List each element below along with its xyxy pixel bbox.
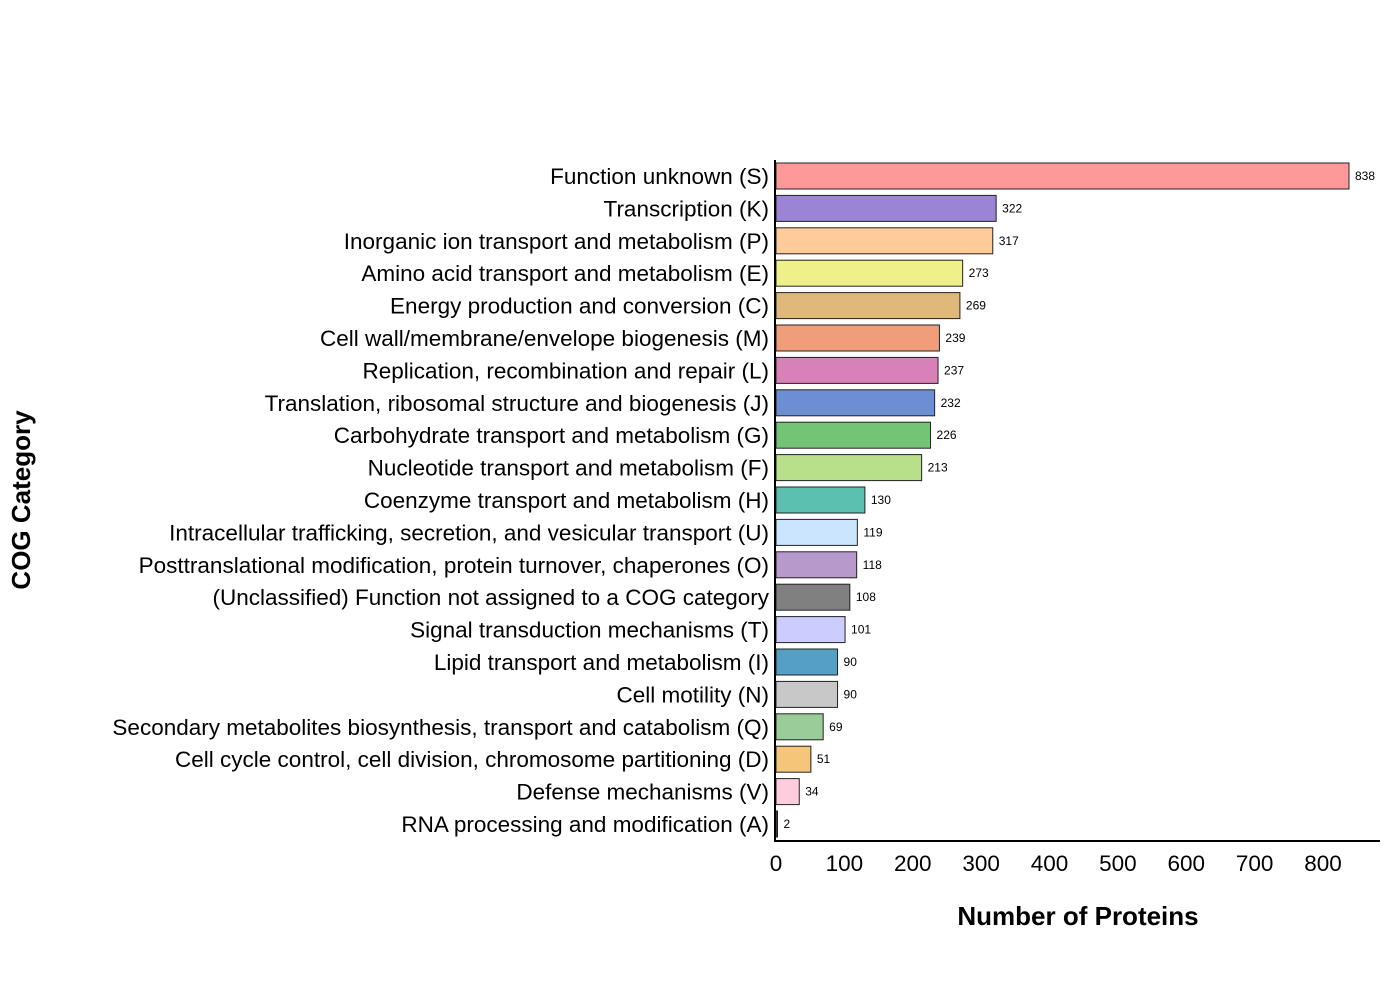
value-label: 130 (871, 493, 891, 507)
category-label: Cell wall/membrane/envelope biogenesis (… (320, 326, 769, 351)
value-label: 239 (945, 331, 965, 345)
x-tick-label: 800 (1304, 851, 1342, 876)
bar (775, 518, 858, 546)
category-label: Lipid transport and metabolism (I) (434, 650, 769, 675)
bar (775, 389, 936, 417)
bar (775, 421, 932, 449)
value-label: 317 (999, 234, 1019, 248)
bar (775, 162, 1350, 190)
bar (775, 648, 839, 676)
value-label: 2 (784, 817, 791, 831)
value-label: 90 (844, 655, 858, 669)
category-label: Energy production and conversion (C) (390, 294, 769, 319)
bar (775, 583, 851, 611)
value-label: 119 (863, 525, 882, 539)
x-ticks: 0 100 200 300 400 500 600 700 800 (770, 851, 1342, 876)
value-label: 232 (941, 396, 961, 410)
bar (775, 194, 997, 222)
value-label: 237 (944, 363, 964, 377)
category-labels: Function unknown (S) Transcription (K) Ino… (112, 164, 769, 837)
value-label: 90 (844, 687, 858, 701)
category-label: Coenzyme transport and metabolism (H) (364, 488, 769, 513)
bar (775, 454, 923, 482)
category-label: RNA processing and modification (A) (401, 812, 769, 837)
bar (775, 680, 839, 708)
bar (775, 356, 939, 384)
value-labels: 8383223172732692392372322262131301191181… (784, 169, 1376, 831)
value-label: 69 (829, 720, 843, 734)
category-label: Amino acid transport and metabolism (E) (361, 261, 769, 286)
category-label: Secondary metabolites biosynthesis, tran… (112, 715, 769, 740)
bar (775, 713, 824, 741)
value-label: 273 (969, 266, 989, 280)
bar (775, 616, 846, 644)
bar (775, 486, 866, 514)
x-tick-label: 100 (826, 851, 864, 876)
value-label: 226 (937, 428, 957, 442)
value-label: 213 (928, 461, 948, 475)
category-label: Nucleotide transport and metabolism (F) (368, 456, 769, 481)
category-label: Translation, ribosomal structure and bio… (265, 391, 769, 416)
value-label: 108 (856, 590, 876, 604)
category-label: Function unknown (S) (550, 164, 769, 189)
bar (775, 778, 800, 806)
bar (775, 324, 940, 352)
y-axis-title: COG Category (6, 410, 36, 590)
x-tick-label: 600 (1167, 851, 1205, 876)
category-label: Posttranslational modification, protein … (139, 553, 769, 578)
bar (775, 551, 858, 579)
x-tick-label: 200 (894, 851, 932, 876)
category-label: Cell motility (N) (616, 682, 769, 707)
value-label: 118 (863, 558, 882, 572)
category-label: Inorganic ion transport and metabolism (… (344, 229, 769, 254)
category-label: Signal transduction mechanisms (T) (410, 618, 769, 643)
category-label: Replication, recombination and repair (L… (363, 358, 769, 383)
category-label: Intracellular trafficking, secretion, an… (169, 520, 769, 545)
value-label: 51 (817, 752, 831, 766)
value-label: 101 (851, 623, 871, 637)
bar (775, 292, 961, 320)
value-label: 34 (805, 785, 819, 799)
x-tick-label: 300 (962, 851, 1000, 876)
value-label: 322 (1002, 201, 1022, 215)
bar (775, 259, 964, 287)
value-label: 838 (1355, 169, 1375, 183)
x-axis-title: Number of Proteins (957, 901, 1198, 931)
category-label: Carbohydrate transport and metabolism (G… (334, 423, 769, 448)
category-label: Defense mechanisms (V) (516, 780, 769, 805)
x-tick-label: 700 (1236, 851, 1274, 876)
x-tick-label: 0 (770, 851, 783, 876)
x-tick-label: 500 (1099, 851, 1137, 876)
x-tick-label: 400 (1031, 851, 1069, 876)
bars-group (775, 162, 1350, 838)
value-label: 269 (966, 299, 986, 313)
bar (775, 810, 778, 838)
category-label: Cell cycle control, cell division, chrom… (175, 747, 769, 772)
bar (775, 227, 994, 255)
bar (775, 745, 812, 773)
category-label: Transcription (K) (604, 196, 769, 221)
category-label: (Unclassified) Function not assigned to … (212, 585, 769, 610)
